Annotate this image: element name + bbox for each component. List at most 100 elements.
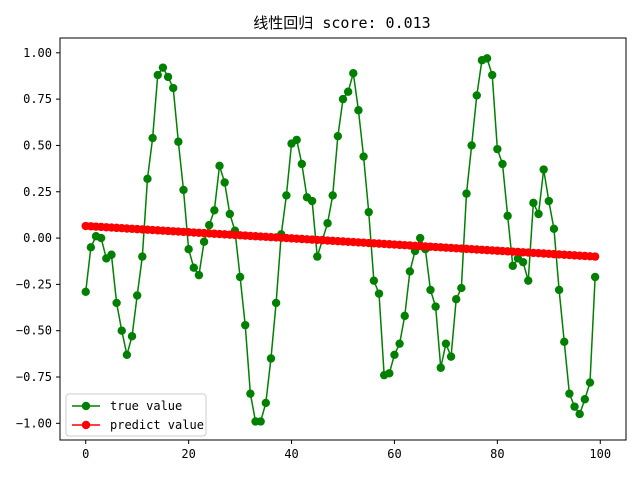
data-point-true-value: [343, 87, 353, 96]
data-point-true-value: [534, 209, 543, 219]
data-point-true-value: [415, 233, 425, 243]
series-predict-value: [81, 221, 600, 261]
data-point-true-value: [328, 191, 337, 200]
data-point-true-value: [122, 350, 132, 359]
data-point-true-value: [441, 339, 451, 348]
data-point-true-value: [498, 159, 507, 169]
data-point-true-value: [349, 68, 358, 78]
data-point-true-value: [96, 233, 106, 243]
data-point-true-value: [446, 352, 456, 361]
data-point-true-value: [560, 337, 569, 347]
data-point-true-value: [472, 91, 481, 100]
data-point-true-value: [364, 207, 373, 217]
data-point-true-value: [565, 389, 574, 398]
data-point-true-value: [261, 398, 271, 408]
data-point-true-value: [107, 250, 116, 259]
data-point-true-value: [169, 83, 178, 93]
data-point-true-value: [436, 363, 445, 372]
legend: true value predict value: [65, 393, 207, 437]
data-point-true-value: [199, 237, 209, 246]
data-point-true-value: [148, 133, 157, 143]
plot-area: [59, 37, 627, 441]
legend-marker: [81, 401, 91, 411]
data-point-true-value: [127, 332, 137, 341]
data-point-true-value: [179, 185, 188, 195]
x-tick-label: 20: [181, 447, 195, 461]
y-tick-label: 0.25: [23, 185, 52, 199]
x-tick-label: 0: [82, 447, 89, 461]
data-point-true-value: [467, 141, 476, 150]
data-point-true-value: [174, 137, 183, 146]
legend-box: [65, 393, 207, 437]
legend-label: predict value: [110, 418, 204, 432]
data-point-true-value: [488, 70, 497, 80]
data-point-true-value: [385, 369, 394, 378]
data-point-true-value: [220, 178, 229, 187]
data-point-true-value: [307, 196, 317, 206]
data-point-true-value: [426, 285, 435, 295]
data-point-true-value: [143, 174, 152, 183]
x-tick-label: 80: [490, 447, 504, 461]
data-point-true-value: [256, 417, 265, 426]
data-point-predict-value: [590, 252, 600, 261]
y-tick-label: 0.00: [23, 231, 52, 245]
data-point-true-value: [395, 339, 404, 348]
data-point-true-value: [457, 283, 466, 293]
data-point-true-value: [86, 243, 96, 252]
data-point-true-value: [482, 54, 492, 63]
data-point-true-value: [503, 211, 512, 221]
data-point-true-value: [194, 270, 204, 280]
x-tick-label: 100: [589, 447, 611, 461]
data-point-true-value: [117, 326, 126, 335]
data-point-true-value: [452, 295, 461, 304]
y-tick-label: 0.75: [23, 92, 52, 106]
legend-label: true value: [110, 399, 182, 413]
x-tick-label: 60: [387, 447, 401, 461]
data-point-true-value: [390, 350, 399, 359]
data-point-true-value: [590, 272, 600, 282]
series-layer: [81, 54, 600, 426]
data-point-true-value: [184, 244, 193, 254]
x-axis: 0 20 40 60 80 100: [82, 440, 611, 461]
data-point-true-value: [493, 144, 502, 154]
data-point-true-value: [158, 63, 168, 72]
data-point-true-value: [323, 219, 332, 228]
series-line-true-value: [84, 57, 596, 423]
data-point-true-value: [529, 198, 538, 208]
chart-title: 线性回归 score: 0.013: [253, 14, 430, 32]
data-point-true-value: [205, 220, 214, 230]
data-point-true-value: [297, 159, 307, 169]
data-point-true-value: [241, 320, 250, 330]
series-true-value: [81, 54, 600, 426]
data-point-true-value: [189, 263, 198, 272]
data-point-true-value: [539, 165, 548, 174]
data-point-true-value: [359, 152, 368, 161]
y-tick-label: −0.75: [16, 370, 52, 384]
data-point-true-value: [215, 161, 224, 171]
y-tick-label: −0.25: [16, 277, 52, 291]
data-point-true-value: [235, 272, 245, 282]
y-axis: 1.00 0.75 0.50 0.25 0.00 −0.25 −0.50 −0.75 −1.00: [16, 46, 60, 430]
data-point-true-value: [354, 106, 363, 115]
data-point-true-value: [549, 224, 559, 234]
data-point-true-value: [292, 135, 301, 145]
legend-marker: [81, 420, 91, 430]
y-tick-label: 1.00: [23, 46, 52, 60]
data-point-true-value: [153, 70, 162, 80]
data-point-true-value: [431, 302, 440, 311]
data-point-true-value: [400, 311, 409, 321]
data-point-true-value: [132, 291, 142, 300]
data-point-true-value: [163, 72, 173, 82]
data-point-true-value: [112, 298, 121, 308]
data-point-true-value: [271, 298, 281, 308]
legend-entry: predict value: [72, 418, 204, 432]
x-tick-label: 40: [284, 447, 298, 461]
data-point-true-value: [369, 276, 379, 285]
y-tick-label: −0.50: [16, 324, 52, 338]
data-point-true-value: [225, 209, 234, 219]
data-point-true-value: [81, 287, 90, 296]
data-point-true-value: [518, 257, 528, 267]
data-point-true-value: [554, 285, 564, 295]
y-tick-label: 0.50: [23, 138, 52, 152]
